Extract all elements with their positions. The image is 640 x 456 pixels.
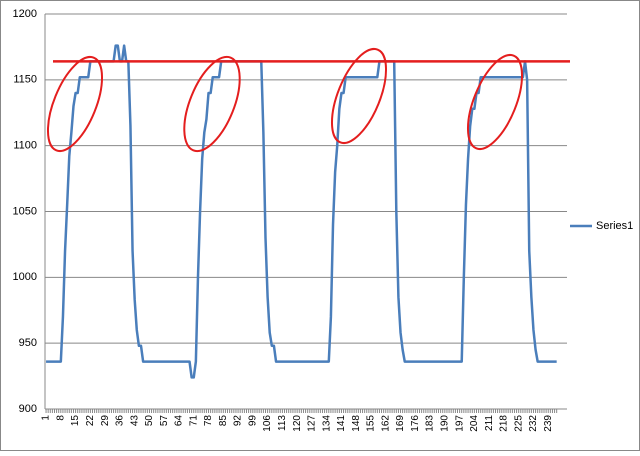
x-tick-label: 71 — [188, 415, 199, 427]
x-tick-label: 106 — [262, 415, 273, 432]
x-tick-label: 162 — [380, 415, 391, 432]
x-tick-label: 225 — [513, 415, 524, 432]
plot-area: 900 950 1000 1050 1100 1150 1200 1 8 15 22 29 36 43 50… — [13, 8, 567, 432]
highlight-ellipses — [46, 47, 524, 153]
x-tick-label: 57 — [159, 415, 170, 427]
x-tick-label: 120 — [292, 415, 303, 432]
x-tick-label: 148 — [351, 415, 362, 432]
highlight-ellipse — [183, 55, 241, 153]
y-tick-label: 1200 — [13, 8, 37, 20]
x-tick-label: 218 — [499, 415, 510, 432]
x-tick-label: 113 — [277, 415, 288, 431]
x-tick-label: 85 — [218, 415, 229, 427]
x-tick-label: 204 — [469, 415, 480, 432]
x-tick-label: 92 — [233, 415, 244, 427]
x-tick-label: 134 — [321, 415, 332, 432]
x-tick-label: 15 — [70, 415, 81, 427]
x-tick-label: 36 — [115, 415, 126, 427]
x-tick-label: 127 — [307, 415, 318, 432]
x-tick-label: 8 — [55, 415, 66, 421]
x-tick-label: 29 — [100, 415, 111, 427]
highlight-ellipse — [330, 47, 388, 145]
y-tick-label: 950 — [19, 337, 37, 349]
x-tick-label: 64 — [174, 415, 185, 427]
x-tick-label: 22 — [85, 415, 96, 427]
x-tick-label: 197 — [454, 415, 465, 432]
y-tick-label: 1050 — [13, 205, 37, 217]
x-tick-label: 239 — [543, 415, 554, 432]
y-tick-label: 1150 — [13, 74, 37, 86]
series-line — [46, 44, 557, 379]
highlight-ellipse — [466, 53, 524, 151]
x-tick-label: 50 — [144, 415, 155, 427]
x-tick-label: 78 — [203, 415, 214, 427]
highlight-ellipse — [46, 55, 104, 153]
y-tick-label: 900 — [19, 403, 37, 415]
x-tick-label: 176 — [410, 415, 421, 432]
x-tick-label: 141 — [336, 415, 347, 432]
x-tick-label: 232 — [528, 415, 539, 432]
x-tick-label: 99 — [247, 415, 258, 427]
x-tick-label: 43 — [129, 415, 140, 427]
y-tick-label: 1100 — [13, 140, 37, 152]
y-tick-label: 1000 — [13, 271, 37, 283]
x-tick-label: 155 — [366, 415, 377, 432]
x-tick-label: 1 — [41, 415, 52, 421]
x-tick-label: 183 — [425, 415, 436, 432]
x-tick-label: 190 — [439, 415, 450, 432]
x-tick-label: 169 — [395, 415, 406, 432]
x-tick-label: 211 — [484, 415, 495, 431]
legend-label: Series1 — [596, 220, 633, 232]
